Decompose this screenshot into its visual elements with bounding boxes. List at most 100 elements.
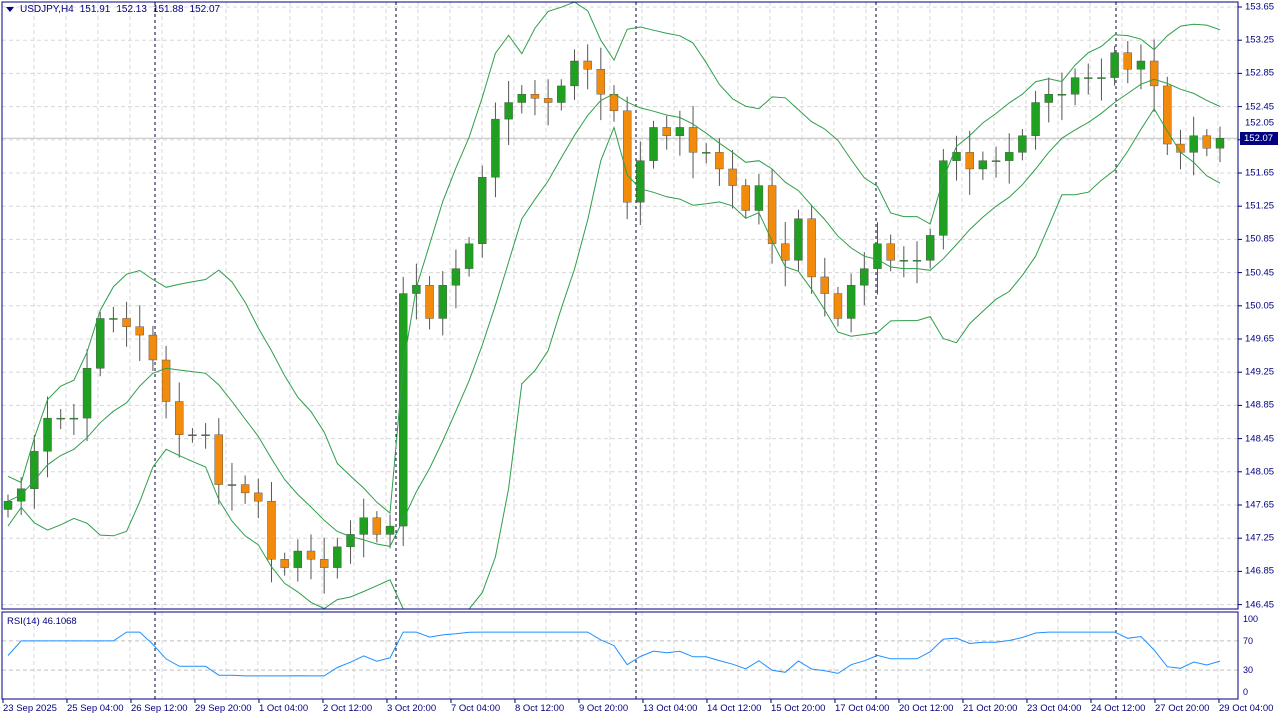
bull-candle	[1110, 52, 1119, 78]
bull-candle	[517, 94, 526, 103]
time-tick-label: 29 Oct 04:00	[1219, 703, 1274, 714]
time-tick-label: 7 Oct 04:00	[451, 703, 501, 714]
bull-candle	[30, 451, 39, 489]
time-tick-label: 26 Sep 12:00	[131, 703, 188, 714]
bear-candle	[1123, 52, 1132, 70]
bull-candle	[451, 268, 461, 286]
bull-candle	[794, 218, 803, 261]
bear-candle	[122, 318, 131, 327]
bear-candle	[596, 69, 606, 95]
time-tick-label: 1 Oct 04:00	[259, 703, 309, 714]
price-tick-label: 148.85	[1245, 399, 1275, 411]
time-tick-label: 20 Oct 12:00	[899, 703, 954, 714]
bull-candle	[1018, 135, 1027, 153]
bear-candle	[280, 559, 289, 568]
bull-candle	[1136, 60, 1146, 70]
bear-candle	[148, 334, 158, 361]
bull-candle	[873, 243, 882, 269]
bull-candle	[860, 268, 869, 286]
bull-candle	[649, 127, 658, 161]
bear-candle	[1163, 85, 1172, 145]
bull-candle	[1031, 102, 1040, 136]
bear-candle	[688, 127, 698, 153]
bear-candle	[425, 285, 434, 319]
rsi-label: RSI(14) 46.1068	[7, 616, 77, 627]
bull-candle	[109, 318, 118, 320]
open-value: 151.91	[79, 4, 111, 15]
bull-candle	[636, 160, 645, 203]
bear-candle	[728, 168, 737, 186]
bear-candle	[372, 517, 382, 535]
price-tick-label: 153.25	[1245, 34, 1275, 46]
bear-candle	[214, 434, 223, 485]
time-tick-label: 23 Oct 04:00	[1027, 703, 1082, 714]
price-tick-label: 146.85	[1245, 565, 1275, 577]
bull-candle	[557, 85, 566, 103]
price-tick-label: 149.25	[1245, 366, 1275, 378]
dropdown-triangle-icon[interactable]	[6, 7, 14, 12]
bear-candle	[543, 98, 553, 103]
bear-candle	[175, 401, 184, 435]
time-tick-label: 15 Oct 20:00	[771, 703, 826, 714]
main-panel-border	[1, 1, 1239, 610]
bear-candle	[530, 94, 540, 99]
time-tick-label: 21 Oct 20:00	[963, 703, 1018, 714]
time-tick-label: 8 Oct 12:00	[515, 703, 565, 714]
bear-candle	[965, 152, 974, 170]
bear-candle	[306, 550, 316, 560]
bull-candle	[1044, 94, 1053, 103]
time-tick-label: 27 Oct 20:00	[1155, 703, 1210, 714]
symbol-label: USDJPY,H4	[20, 4, 74, 15]
bull-candle	[1057, 94, 1067, 96]
bear-candle	[781, 243, 790, 261]
bull-candle	[491, 118, 500, 178]
bull-candle	[478, 177, 487, 244]
price-tick-label: 147.65	[1245, 499, 1275, 511]
bull-candle	[1070, 77, 1080, 95]
bollinger-lower	[7, 107, 1221, 610]
bull-candle	[82, 368, 92, 419]
rsi-tick-label: 30	[1243, 665, 1254, 676]
bull-candle	[939, 160, 948, 236]
bear-candle	[715, 152, 724, 170]
bull-candle	[1005, 152, 1014, 161]
bull-candle	[56, 417, 65, 420]
bull-candle	[978, 160, 988, 170]
bull-candle	[925, 235, 935, 261]
rsi-panel-border	[1, 611, 1239, 700]
bull-candle	[96, 318, 105, 369]
bear-candle	[161, 359, 171, 402]
bull-candle	[385, 525, 395, 535]
bull-candle	[438, 285, 447, 319]
bear-candle	[833, 293, 843, 319]
bear-candle	[807, 218, 816, 278]
bull-candle	[359, 517, 368, 535]
rsi-line	[7, 631, 1221, 677]
bear-candle	[886, 243, 895, 261]
price-tick-label: 148.45	[1245, 433, 1275, 445]
bear-candle	[609, 94, 619, 112]
time-tick-label: 2 Oct 12:00	[323, 703, 373, 714]
bear-candle	[267, 500, 276, 560]
bear-candle	[1149, 60, 1159, 87]
bull-candle	[1215, 138, 1225, 149]
time-tick-label: 23 Sep 2025	[3, 703, 57, 714]
price-tick-label: 148.05	[1245, 466, 1275, 478]
bull-candle	[504, 102, 513, 120]
bull-candle	[991, 160, 1001, 162]
price-tick-label: 150.85	[1245, 233, 1275, 245]
bear-candle	[254, 492, 263, 502]
bollinger-upper	[7, 1, 1221, 515]
bull-candle	[702, 152, 711, 154]
bull-candle	[333, 546, 342, 568]
bear-candle	[583, 60, 592, 70]
price-tick-label: 153.65	[1245, 1, 1275, 13]
current-price-label: 152.07	[1240, 132, 1278, 145]
price-tick-label: 147.25	[1245, 532, 1275, 544]
time-tick-label: 14 Oct 12:00	[707, 703, 762, 714]
high-value: 152.13	[116, 4, 147, 15]
rsi-tick-label: 100	[1243, 614, 1259, 624]
bear-candle	[767, 185, 777, 244]
price-tick-label: 151.65	[1245, 167, 1275, 179]
